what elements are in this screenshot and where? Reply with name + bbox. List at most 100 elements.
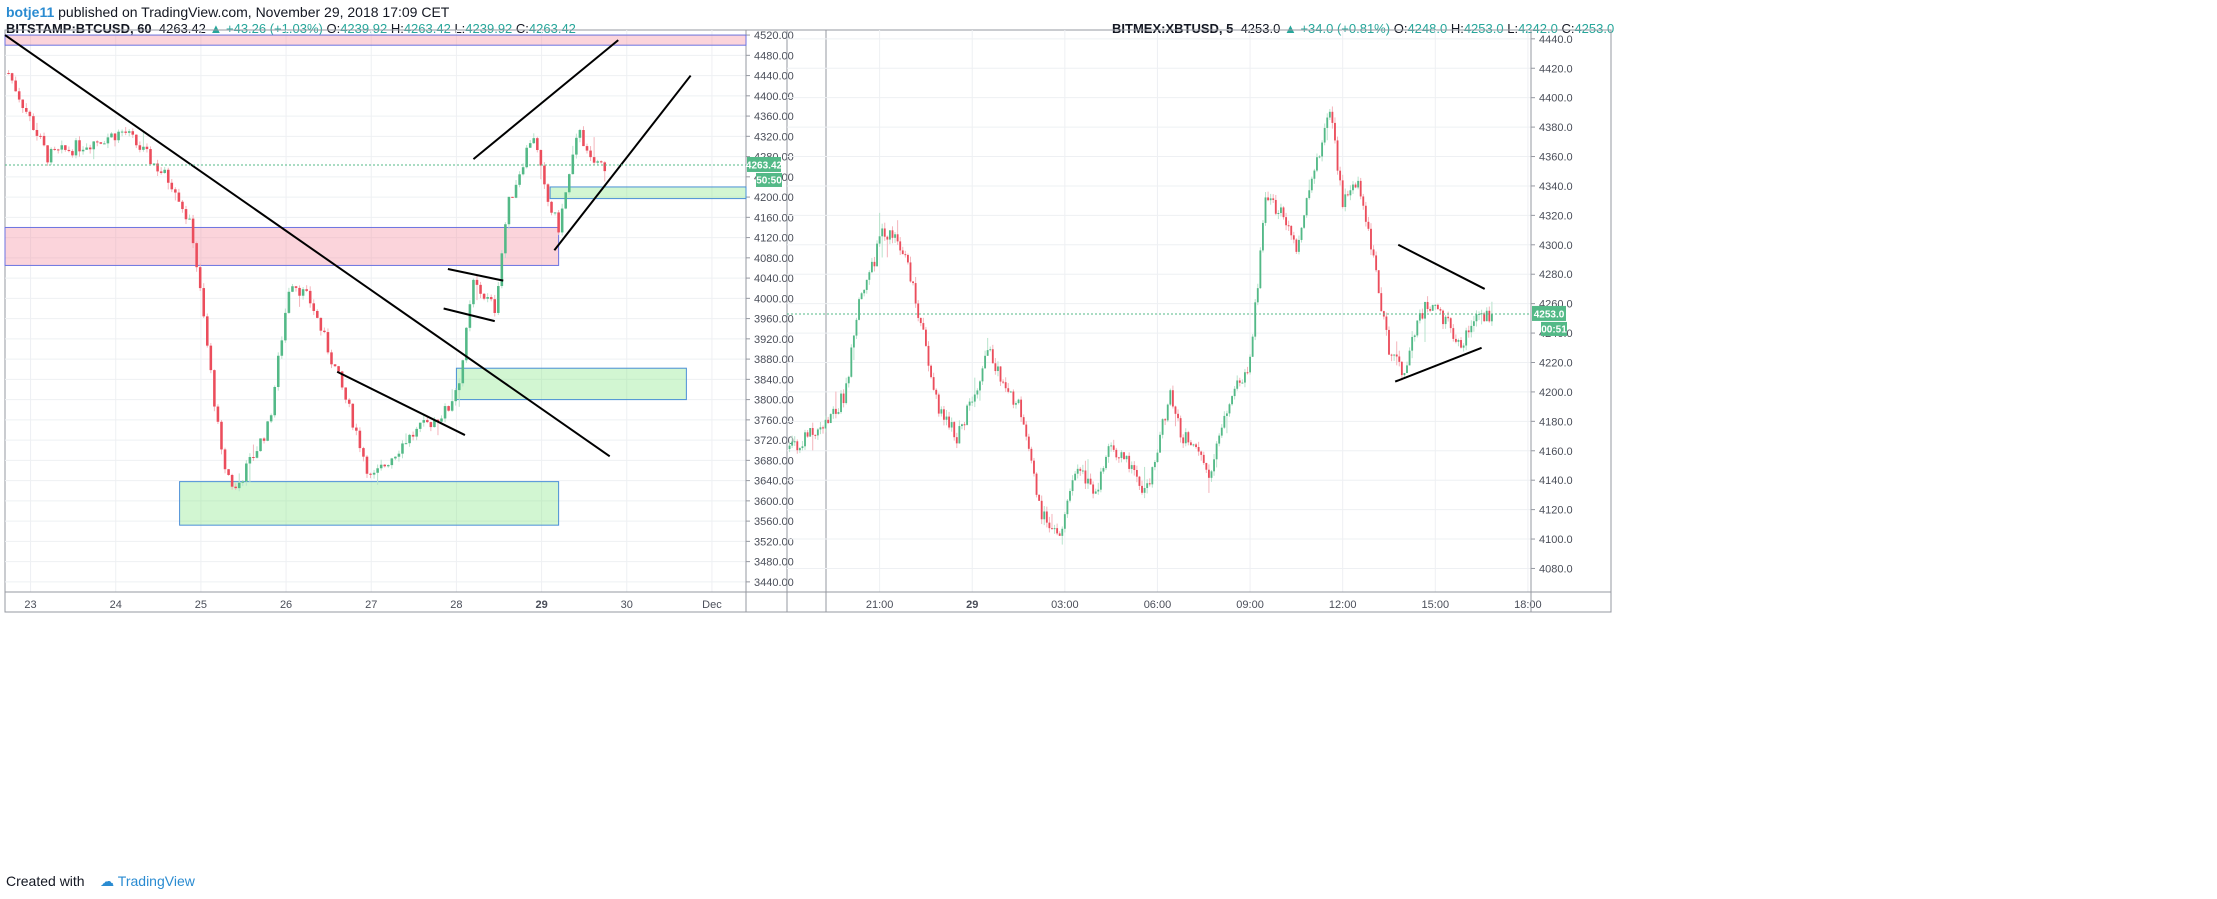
support-zone xyxy=(179,481,560,526)
candle-up xyxy=(1298,239,1300,252)
countdown-tag-label: 00:51 xyxy=(1541,324,1567,335)
price-change: ▲ +43.26 (+1.03%) xyxy=(209,21,323,36)
x-tick-label: 27 xyxy=(365,599,377,611)
candle-down xyxy=(943,409,945,420)
low-value: 4239.92 xyxy=(465,21,513,36)
candle-up xyxy=(1323,127,1326,143)
candle-down xyxy=(1058,533,1061,536)
candle-down xyxy=(924,329,927,346)
candle-up xyxy=(837,412,840,414)
candle-down xyxy=(159,171,163,173)
candle-up xyxy=(142,146,145,150)
y-tick-label: 4520.00 xyxy=(754,30,794,42)
candle-down xyxy=(174,189,177,193)
candle-down xyxy=(1089,478,1092,485)
candle-down xyxy=(330,352,333,365)
candle-up xyxy=(1485,310,1488,322)
candle-down xyxy=(834,408,837,414)
candle-up xyxy=(984,355,987,369)
candle-down xyxy=(184,209,188,220)
candle-down xyxy=(886,236,889,240)
candle-up xyxy=(1110,445,1113,447)
candle-up xyxy=(280,340,284,356)
y-tick-label: 4200.0 xyxy=(1539,387,1573,399)
candle-up xyxy=(504,224,507,254)
candle-down xyxy=(904,254,907,256)
candle-up xyxy=(259,438,262,452)
y-tick-label: 3440.00 xyxy=(754,577,794,589)
x-tick-label: 26 xyxy=(280,599,292,611)
candle-up xyxy=(1310,178,1313,191)
candle-down xyxy=(252,457,255,459)
candle-down xyxy=(195,243,198,268)
candle-up xyxy=(1192,444,1195,446)
author-link[interactable]: botje11 xyxy=(6,4,55,20)
y-tick-label: 3720.00 xyxy=(754,435,794,447)
high-label: H: xyxy=(390,21,404,36)
candle-up xyxy=(1231,396,1233,405)
candle-down xyxy=(170,182,174,190)
candle-up xyxy=(888,230,891,240)
candle-down xyxy=(1367,221,1370,229)
candle-down xyxy=(145,146,149,150)
resistance-zone xyxy=(4,226,560,266)
candle-up xyxy=(1470,325,1473,333)
candle-up xyxy=(1465,330,1468,346)
y-tick-label: 4220.0 xyxy=(1539,357,1573,369)
y-tick-label: 4080.00 xyxy=(754,253,794,265)
candle-up xyxy=(940,409,943,414)
y-tick-label: 4400.00 xyxy=(754,91,794,103)
candle-down xyxy=(1429,308,1432,311)
y-tick-label: 3600.00 xyxy=(754,496,794,508)
tradingview-logo-icon: ☁ xyxy=(100,873,115,889)
y-tick-label: 4100.0 xyxy=(1539,534,1573,546)
candle-up xyxy=(1071,480,1074,492)
y-tick-label: 3520.00 xyxy=(754,536,794,548)
y-tick-label: 3840.00 xyxy=(754,374,794,386)
candle-up xyxy=(1213,459,1215,472)
candle-down xyxy=(1164,419,1167,421)
candle-up xyxy=(1303,215,1306,228)
candle-up xyxy=(881,228,884,237)
candle-down xyxy=(1174,406,1177,414)
candle-down xyxy=(827,419,830,424)
candle-up xyxy=(1218,435,1221,444)
candle-down xyxy=(344,387,347,400)
candle-down xyxy=(1202,454,1205,463)
candle-down xyxy=(1341,180,1344,208)
candle-down xyxy=(883,228,886,237)
candle-down xyxy=(991,349,994,364)
price-change: ▲ +34.0 (+0.81%) xyxy=(1283,21,1391,36)
candle-up xyxy=(1156,452,1159,463)
trend-line xyxy=(553,74,692,251)
tradingview-link[interactable]: TradingView xyxy=(117,873,195,889)
last-price: 4263.42 xyxy=(158,21,206,36)
candle-down xyxy=(1285,217,1288,226)
candle-up xyxy=(567,174,571,193)
candle-up xyxy=(372,472,376,475)
candle-down xyxy=(1452,328,1455,339)
y-tick-label: 4440.0 xyxy=(1539,34,1573,46)
candle-down xyxy=(21,99,25,109)
candle-up xyxy=(440,418,443,422)
candle-up xyxy=(241,481,245,483)
candle-down xyxy=(1377,270,1380,294)
candle-up xyxy=(454,390,457,402)
candle-up xyxy=(809,428,812,437)
candle-up xyxy=(1472,321,1475,326)
candle-up xyxy=(958,426,961,444)
trend-line xyxy=(447,267,504,282)
candle-up xyxy=(971,401,974,403)
candle-up xyxy=(966,405,969,425)
candle-down xyxy=(333,364,337,367)
created-with-label: Created with xyxy=(6,873,85,889)
candle-up xyxy=(1256,288,1259,303)
candle-up xyxy=(245,463,248,482)
candle-down xyxy=(1390,354,1393,356)
x-tick-label: 29 xyxy=(535,599,547,611)
candle-down xyxy=(358,430,362,449)
support-zone xyxy=(455,367,687,401)
candle-up xyxy=(832,408,835,415)
y-tick-label: 4300.0 xyxy=(1539,240,1573,252)
